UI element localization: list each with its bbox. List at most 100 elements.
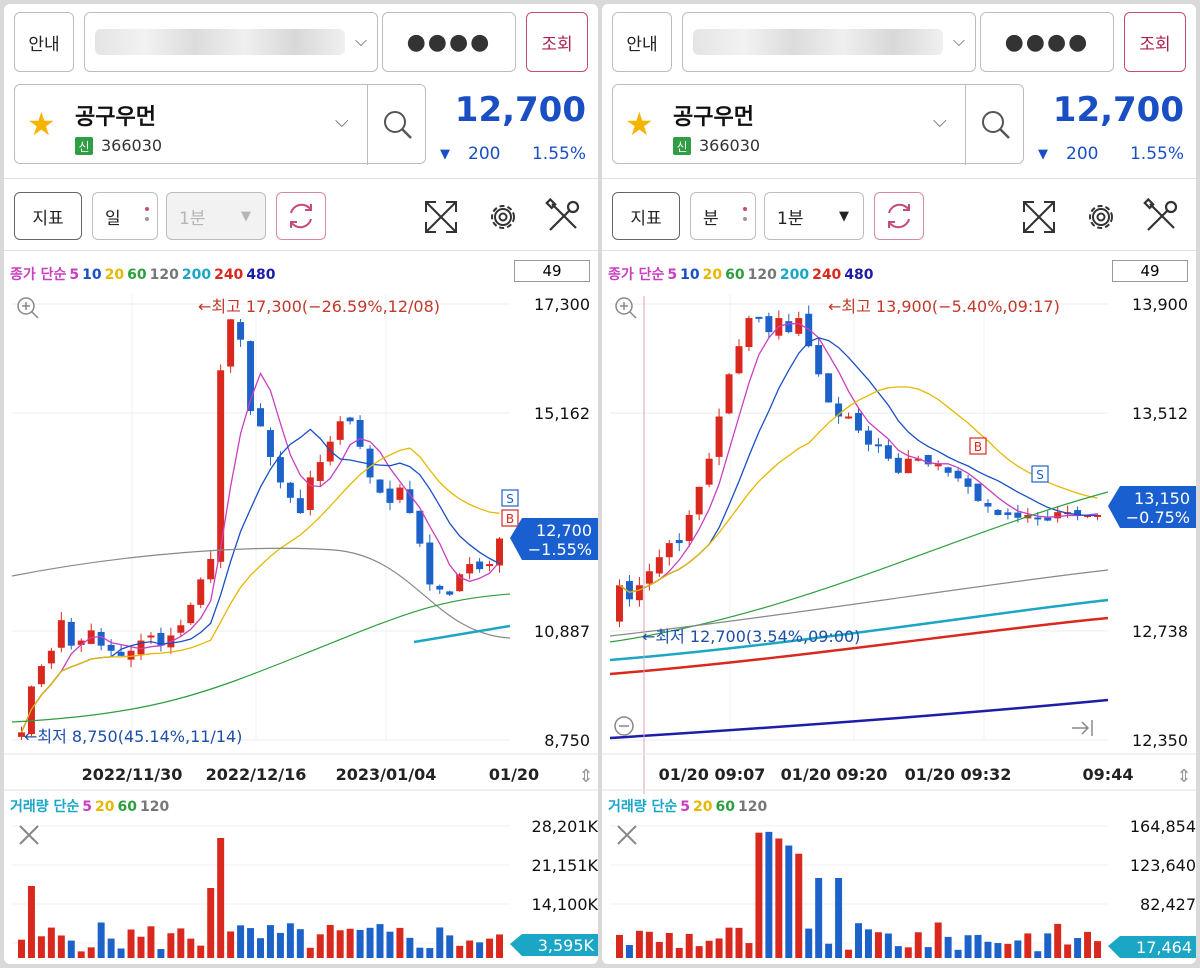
tools-icon[interactable] <box>544 198 582 236</box>
password-field[interactable]: ●●●● <box>382 12 516 72</box>
candle-count-box[interactable]: 49 <box>514 260 590 282</box>
volume-bar <box>406 937 414 958</box>
chevron-down-icon: ⌵ <box>952 31 965 50</box>
gear-icon[interactable] <box>1082 198 1120 236</box>
candle <box>266 430 274 457</box>
volume-bar <box>625 945 633 958</box>
period-select[interactable]: 분 <box>690 192 756 240</box>
jump-end-icon[interactable] <box>1072 720 1093 736</box>
volume-bar <box>57 935 65 958</box>
volume-bar <box>326 924 334 958</box>
indicator-button[interactable]: 지표 <box>14 192 82 240</box>
stock-name: 공구우먼 <box>673 105 754 130</box>
candle <box>1094 514 1102 517</box>
indicator-button[interactable]: 지표 <box>612 192 680 240</box>
y-tick-label: 12,738 <box>1132 622 1188 641</box>
volume-bar <box>18 939 25 958</box>
current-price-tag <box>1108 486 1196 528</box>
close-icon[interactable] <box>617 825 637 845</box>
ma-line-120 <box>11 547 511 639</box>
chart-panel-right: 안내 ⌵ ●●●● 조회 ★ 공구우먼 신 366030 ⌵ 12,700 ▼ … <box>602 4 1196 964</box>
volume-bar <box>446 935 454 958</box>
chevron-down-icon[interactable]: ⌵ <box>335 111 349 132</box>
minute-interval-select[interactable]: 1분 ▼ <box>764 192 864 240</box>
volume-bar <box>904 947 912 958</box>
axis-scale-icon[interactable]: ⇕ <box>1176 766 1191 787</box>
account-select[interactable]: ⌵ <box>84 12 378 72</box>
volume-bar <box>197 945 205 958</box>
trade-marker[interactable] <box>969 437 987 455</box>
zoom-out-icon[interactable] <box>614 716 634 736</box>
new-listing-badge: 신 <box>75 137 93 155</box>
volume-bar <box>1064 944 1072 958</box>
candle-count-box[interactable]: 49 <box>1112 260 1188 282</box>
gear-icon[interactable] <box>484 198 522 236</box>
candle <box>864 430 872 445</box>
expand-icon[interactable] <box>1020 198 1058 236</box>
volume-bar <box>237 925 245 958</box>
guide-button[interactable]: 안내 <box>14 12 74 72</box>
candle <box>675 540 683 544</box>
candle <box>1054 512 1062 519</box>
divider <box>4 250 598 251</box>
minute-interval-select[interactable]: 1분 ▼ <box>166 192 266 240</box>
candle <box>316 462 324 481</box>
guide-button[interactable]: 안내 <box>612 12 672 72</box>
volume-bar <box>97 922 105 958</box>
trade-marker[interactable] <box>1031 465 1049 483</box>
trade-marker[interactable] <box>501 509 519 527</box>
period-select[interactable]: 일 <box>92 192 158 240</box>
ma-legend-item: 5 <box>69 267 80 283</box>
close-icon[interactable] <box>19 825 39 845</box>
volume-bar <box>346 928 354 958</box>
volume-bar <box>825 943 833 958</box>
candle <box>934 464 942 467</box>
candle <box>855 412 862 431</box>
ma-legend-item: 240 <box>812 267 842 283</box>
password-field[interactable]: ●●●● <box>980 12 1114 72</box>
volume-current-value: 3,595K <box>538 936 595 955</box>
chevron-down-icon[interactable]: ⌵ <box>933 111 947 132</box>
expand-icon[interactable] <box>422 198 460 236</box>
candle <box>466 564 474 574</box>
x-tick-label: 2022/12/16 <box>206 765 307 784</box>
refresh-button[interactable] <box>276 192 326 240</box>
change-arrow: ▼ <box>1038 147 1048 162</box>
volume-legend: 거래량 단순 5 20 60 120 <box>10 796 172 816</box>
volume-tick-label: 14,100K <box>532 895 598 914</box>
stock-selector[interactable]: ★ 공구우먼 신 366030 ⌵ <box>14 84 427 165</box>
ma-line-5 <box>619 323 1098 593</box>
stock-selector[interactable]: ★ 공구우먼 신 366030 ⌵ <box>612 84 1025 165</box>
price-change: 200 <box>1066 144 1099 164</box>
volume-bar <box>207 888 215 958</box>
zoom-in-icon[interactable] <box>17 297 39 319</box>
candle <box>257 408 264 427</box>
candle <box>366 448 374 478</box>
volume-bar <box>845 949 853 958</box>
tools-icon[interactable] <box>1142 198 1180 236</box>
account-select[interactable]: ⌵ <box>682 12 976 72</box>
candle <box>486 564 494 567</box>
query-button[interactable]: 조회 <box>526 12 588 72</box>
volume-bar <box>855 923 862 958</box>
search-button[interactable] <box>965 85 1025 165</box>
query-button[interactable]: 조회 <box>1124 12 1186 72</box>
axis-scale-icon[interactable]: ⇕ <box>578 766 593 787</box>
search-button[interactable] <box>367 85 427 165</box>
star-icon[interactable]: ★ <box>27 105 56 143</box>
candle <box>406 489 414 514</box>
candle <box>845 416 853 419</box>
ma-legend-item: 20 <box>702 267 723 283</box>
refresh-button[interactable] <box>874 192 924 240</box>
volume-bar <box>496 934 504 958</box>
volume-bar <box>37 936 45 958</box>
divider <box>602 250 1196 251</box>
zoom-in-icon[interactable] <box>615 297 637 319</box>
chart-canvas[interactable]: 17,300 15,162 10,887 8,750 ←최고 17,300(−26.59… <box>4 254 598 964</box>
volume-bar <box>984 941 992 958</box>
candle <box>187 604 195 624</box>
trade-marker[interactable] <box>501 489 519 507</box>
star-icon[interactable]: ★ <box>625 105 654 143</box>
candle <box>1014 512 1022 518</box>
chart-canvas[interactable]: 13,900 13,512 12,738 12,350 ←최고 13,900(−5.40… <box>602 254 1196 964</box>
